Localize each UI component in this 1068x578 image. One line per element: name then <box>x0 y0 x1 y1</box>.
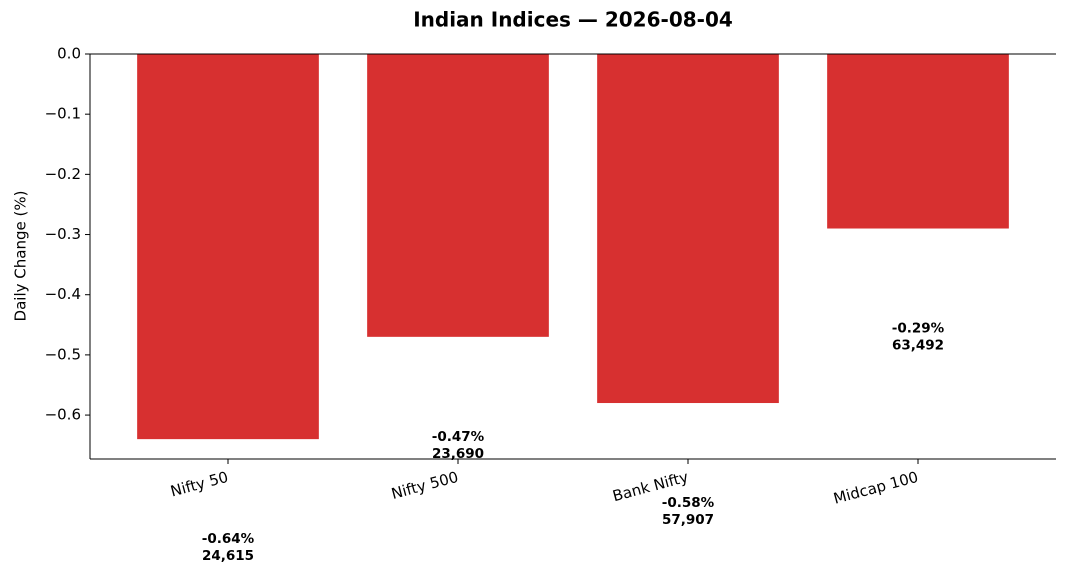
chart-title: Indian Indices — 2026-08-04 <box>413 8 733 32</box>
data-label: 23,690 <box>432 446 484 462</box>
data-label: -0.29% <box>892 321 945 337</box>
y-tick-label: −0.2 <box>45 165 81 183</box>
data-label: -0.64% <box>202 531 255 547</box>
y-tick-label: 0.0 <box>57 45 81 63</box>
bar <box>827 54 1009 229</box>
bar <box>367 54 549 337</box>
y-axis-label: Daily Change (%) <box>12 191 30 322</box>
bar <box>597 54 779 404</box>
y-tick-label: −0.5 <box>45 345 81 363</box>
data-label: 24,615 <box>202 548 254 564</box>
y-tick-label: −0.6 <box>45 406 81 424</box>
y-tick-label: −0.3 <box>45 225 81 243</box>
y-tick-label: −0.1 <box>45 105 81 123</box>
bar <box>137 54 319 440</box>
y-tick-label: −0.4 <box>45 285 81 303</box>
x-tick-label: Nifty 500 <box>389 468 460 503</box>
data-label: 63,492 <box>892 338 944 354</box>
x-tick-label: Midcap 100 <box>832 468 921 508</box>
data-label: 57,907 <box>662 512 714 528</box>
data-label: -0.58% <box>662 495 715 511</box>
x-tick-label: Nifty 50 <box>169 468 231 501</box>
data-label: -0.47% <box>432 429 485 445</box>
